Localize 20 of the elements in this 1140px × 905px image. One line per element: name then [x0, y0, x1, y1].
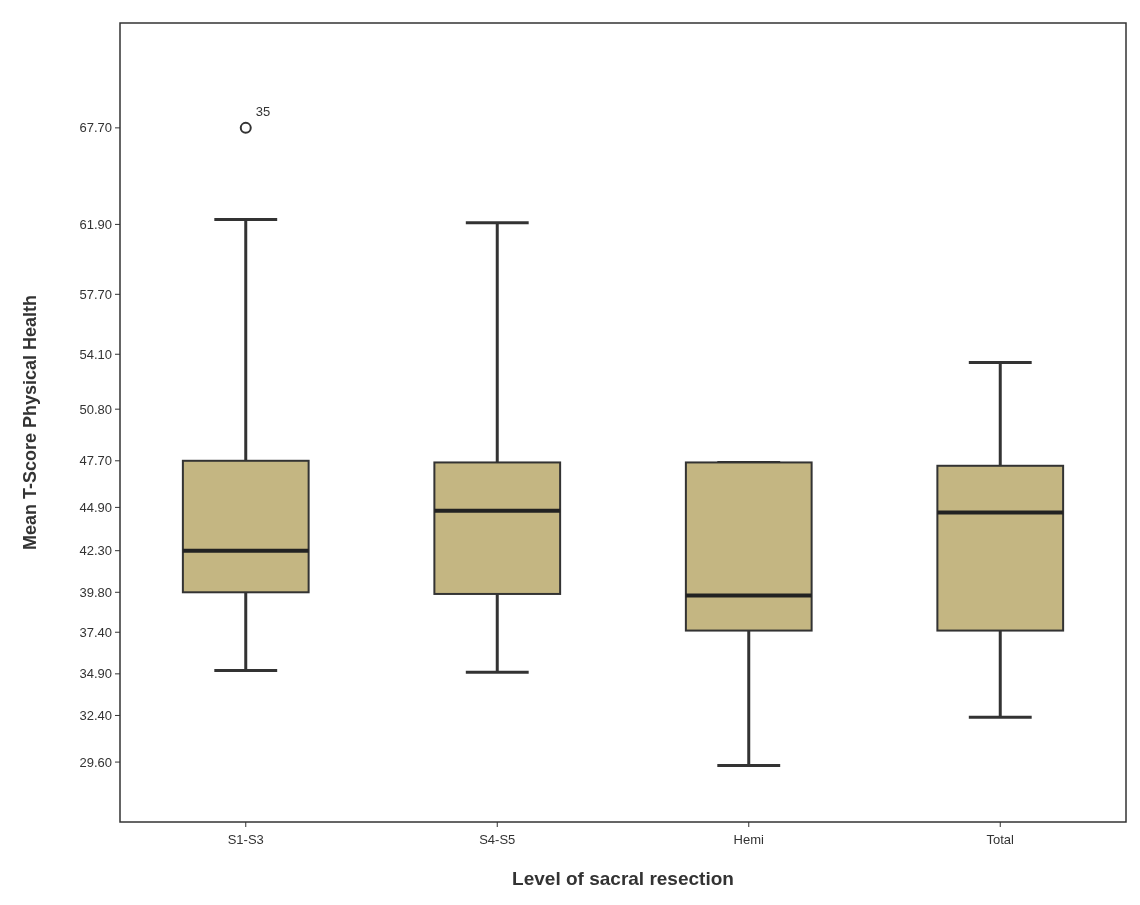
- y-tick-label: 39.80: [79, 584, 112, 600]
- y-tick-label: 34.90: [79, 666, 112, 682]
- annotation: 35: [255, 103, 271, 119]
- y-tick-label: 37.40: [79, 624, 112, 640]
- x-tick-label: Hemi: [733, 832, 765, 847]
- y-tick-label: 67.70: [79, 120, 112, 136]
- y-tick-label: 29.60: [79, 754, 112, 770]
- y-tick-label: 32.40: [79, 708, 112, 724]
- y-tick-label: 50.80: [79, 401, 112, 417]
- x-tick-label: Total: [986, 832, 1015, 847]
- y-tick-label: 61.90: [79, 216, 112, 232]
- x-axis-title: Level of sacral resection: [512, 868, 734, 889]
- x-tick-label: S1-S3: [227, 832, 264, 847]
- y-tick-label: 54.10: [79, 346, 112, 362]
- y-tick-label: 57.70: [79, 286, 112, 302]
- x-tick-label: S4-S5: [479, 832, 516, 847]
- y-tick-label: 47.70: [79, 453, 112, 469]
- y-tick-label: 44.90: [79, 499, 112, 515]
- y-tick-label: 42.30: [79, 543, 112, 559]
- y-axis-title: Mean T-Score Physical Health: [20, 294, 40, 551]
